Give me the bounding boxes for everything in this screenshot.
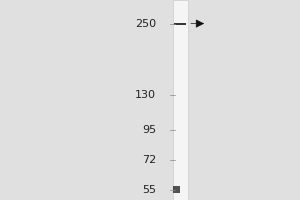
Bar: [172, 0, 188, 200]
Text: 130: 130: [135, 90, 156, 100]
Bar: [173, 186, 180, 193]
Text: 95: 95: [142, 125, 156, 135]
Text: 72: 72: [142, 155, 156, 165]
Text: 250: 250: [135, 19, 156, 29]
Bar: [174, 23, 186, 25]
Text: 55: 55: [142, 185, 156, 195]
